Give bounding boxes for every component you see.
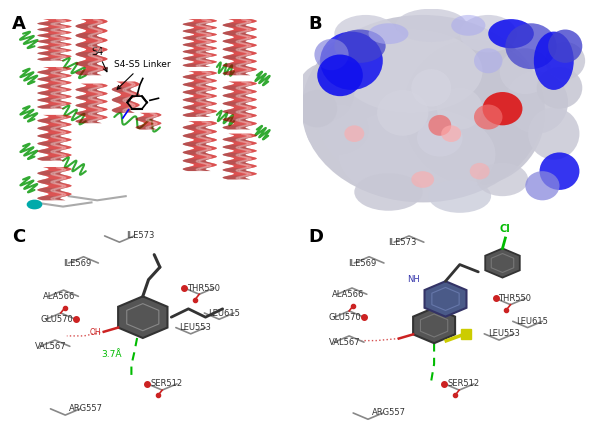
Text: GLU570: GLU570: [329, 312, 361, 322]
Ellipse shape: [488, 19, 534, 48]
Text: ALA566: ALA566: [331, 290, 364, 299]
Ellipse shape: [403, 40, 545, 186]
Text: ILE569: ILE569: [349, 259, 377, 267]
Ellipse shape: [314, 30, 434, 175]
Ellipse shape: [534, 32, 574, 90]
Text: ILE573: ILE573: [126, 231, 154, 240]
Ellipse shape: [417, 119, 463, 157]
Ellipse shape: [526, 171, 560, 201]
Ellipse shape: [302, 15, 544, 202]
Text: SER512: SER512: [448, 379, 480, 388]
Text: ILE569: ILE569: [63, 259, 91, 267]
Ellipse shape: [395, 9, 467, 42]
Ellipse shape: [377, 90, 428, 136]
Text: LEU615: LEU615: [516, 317, 548, 326]
Text: ARG557: ARG557: [69, 404, 103, 413]
Text: NH: NH: [407, 275, 419, 284]
Ellipse shape: [474, 48, 503, 73]
Text: Cl: Cl: [500, 224, 511, 234]
Text: C: C: [12, 227, 25, 246]
Ellipse shape: [298, 90, 337, 128]
Ellipse shape: [334, 15, 397, 53]
Ellipse shape: [451, 15, 485, 36]
Ellipse shape: [500, 48, 551, 94]
Text: S4-S5 Linker: S4-S5 Linker: [114, 60, 171, 89]
Ellipse shape: [354, 173, 422, 211]
Ellipse shape: [298, 63, 354, 121]
Text: THR550: THR550: [187, 283, 220, 293]
Ellipse shape: [306, 105, 368, 155]
Text: VAL567: VAL567: [35, 342, 66, 351]
Ellipse shape: [539, 152, 580, 190]
Ellipse shape: [545, 42, 585, 79]
Ellipse shape: [340, 30, 482, 113]
Polygon shape: [413, 308, 455, 343]
Ellipse shape: [460, 15, 517, 53]
Text: LEU553: LEU553: [488, 329, 520, 339]
Polygon shape: [118, 296, 167, 338]
Ellipse shape: [320, 32, 383, 90]
Ellipse shape: [548, 30, 583, 63]
Text: ARG557: ARG557: [371, 408, 406, 418]
Text: GLU570: GLU570: [40, 315, 73, 324]
Polygon shape: [485, 248, 520, 278]
Text: OH: OH: [89, 328, 101, 337]
Ellipse shape: [441, 125, 461, 142]
Polygon shape: [425, 281, 466, 317]
Ellipse shape: [437, 88, 482, 129]
Text: ILE573: ILE573: [389, 238, 417, 247]
Text: SER512: SER512: [151, 379, 182, 388]
Ellipse shape: [477, 163, 528, 196]
Ellipse shape: [412, 171, 434, 188]
Ellipse shape: [474, 105, 503, 129]
Text: VAL567: VAL567: [329, 338, 360, 347]
Ellipse shape: [537, 67, 582, 108]
Ellipse shape: [528, 108, 580, 160]
Ellipse shape: [334, 30, 386, 63]
Text: A: A: [12, 15, 26, 33]
Text: THR550: THR550: [498, 294, 531, 303]
Ellipse shape: [482, 92, 523, 125]
Text: 3.7Å: 3.7Å: [101, 350, 122, 359]
Ellipse shape: [320, 40, 371, 82]
Text: D: D: [309, 227, 324, 246]
Ellipse shape: [317, 55, 363, 96]
Ellipse shape: [412, 69, 451, 107]
Text: LEU553: LEU553: [179, 323, 211, 332]
Ellipse shape: [505, 23, 557, 69]
Ellipse shape: [314, 39, 349, 70]
Ellipse shape: [470, 163, 490, 180]
Text: LEU615: LEU615: [208, 309, 240, 318]
Text: B: B: [309, 15, 322, 33]
Ellipse shape: [338, 108, 496, 201]
Ellipse shape: [505, 71, 568, 134]
Ellipse shape: [368, 23, 409, 44]
Ellipse shape: [28, 201, 41, 209]
Text: ALA566: ALA566: [43, 292, 76, 301]
Ellipse shape: [344, 125, 364, 142]
Ellipse shape: [428, 115, 451, 136]
Text: S4: S4: [91, 46, 107, 72]
Ellipse shape: [428, 180, 491, 213]
